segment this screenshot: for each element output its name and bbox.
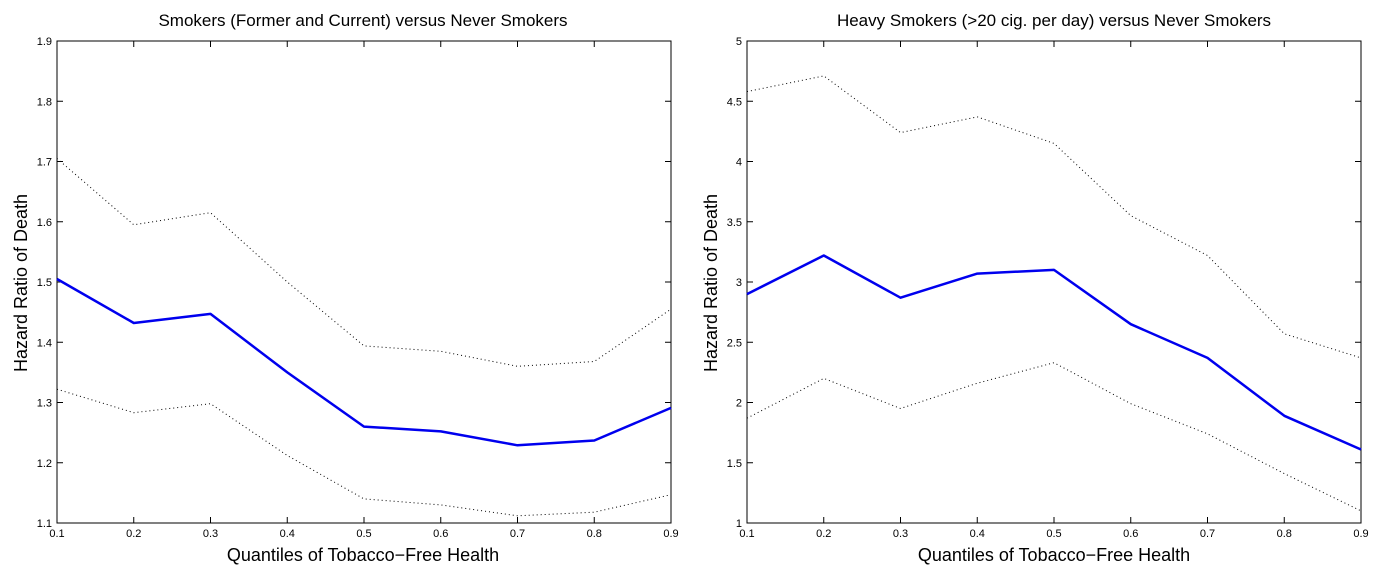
x-tick-label: 0.6 — [1123, 528, 1138, 540]
x-tick-label: 0.9 — [1353, 528, 1368, 540]
x-tick-label: 0.8 — [587, 528, 602, 540]
y-axis-label: Hazard Ratio of Death — [11, 194, 31, 372]
y-tick-label: 1.6 — [37, 217, 52, 229]
x-tick-label: 0.4 — [970, 528, 985, 540]
x-tick-label: 0.7 — [1200, 528, 1215, 540]
plot-area — [747, 41, 1361, 523]
series-line-upper-bound — [57, 159, 671, 367]
y-tick-label: 1.5 — [727, 458, 742, 470]
x-axis-label: Quantiles of Tobacco−Free Health — [227, 545, 499, 565]
plot-area — [57, 41, 671, 523]
chart-heavy-smokers-vs-never: Heavy Smokers (>20 cig. per day) versus … — [701, 11, 1369, 565]
x-axis-label: Quantiles of Tobacco−Free Health — [918, 545, 1190, 565]
series-line-estimate — [747, 256, 1361, 450]
y-tick-label: 3.5 — [727, 217, 742, 229]
y-tick-label: 1.3 — [37, 398, 52, 410]
y-tick-label: 4 — [736, 157, 742, 169]
y-axis-label: Hazard Ratio of Death — [701, 194, 721, 372]
x-tick-label: 0.4 — [280, 528, 295, 540]
y-tick-label: 1.4 — [37, 337, 52, 349]
y-tick-label: 1.7 — [37, 157, 52, 169]
x-tick-label: 0.2 — [816, 528, 831, 540]
x-tick-label: 0.8 — [1277, 528, 1292, 540]
series-line-lower-bound — [747, 363, 1361, 511]
y-tick-label: 1 — [736, 518, 742, 530]
y-tick-label: 5 — [736, 36, 742, 48]
x-tick-label: 0.6 — [433, 528, 448, 540]
x-tick-label: 0.2 — [126, 528, 141, 540]
y-tick-label: 2.5 — [727, 337, 742, 349]
y-tick-label: 1.9 — [37, 36, 52, 48]
x-tick-label: 0.3 — [203, 528, 218, 540]
y-tick-label: 3 — [736, 277, 742, 289]
x-tick-label: 0.3 — [893, 528, 908, 540]
y-tick-label: 2 — [736, 398, 742, 410]
chart-title: Heavy Smokers (>20 cig. per day) versus … — [837, 11, 1271, 30]
x-tick-label: 0.9 — [663, 528, 678, 540]
y-tick-label: 1.1 — [37, 518, 52, 530]
x-tick-label: 0.5 — [356, 528, 371, 540]
x-tick-label: 0.5 — [1046, 528, 1061, 540]
y-tick-label: 4.5 — [727, 96, 742, 108]
y-tick-label: 1.8 — [37, 96, 52, 108]
series-line-upper-bound — [747, 76, 1361, 358]
chart-smokers-vs-never: Smokers (Former and Current) versus Neve… — [11, 11, 679, 565]
y-tick-label: 1.2 — [37, 458, 52, 470]
series-line-estimate — [57, 279, 671, 445]
chart-title: Smokers (Former and Current) versus Neve… — [158, 11, 567, 30]
x-tick-label: 0.7 — [510, 528, 525, 540]
y-tick-label: 1.5 — [37, 277, 52, 289]
series-line-lower-bound — [57, 389, 671, 516]
